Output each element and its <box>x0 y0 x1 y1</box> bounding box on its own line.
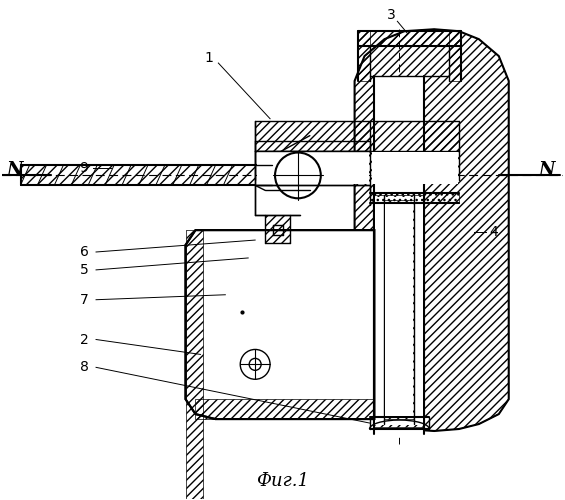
Bar <box>185 230 203 500</box>
Text: Фиг.1: Фиг.1 <box>257 472 310 490</box>
Text: 1: 1 <box>204 51 213 65</box>
Text: 6: 6 <box>80 245 89 259</box>
Bar <box>358 31 370 81</box>
Bar <box>255 120 459 150</box>
Bar <box>376 198 423 425</box>
Bar <box>384 200 414 419</box>
Bar <box>372 152 458 184</box>
Bar <box>21 166 255 186</box>
Text: 3: 3 <box>387 8 396 22</box>
Polygon shape <box>185 230 375 419</box>
Bar <box>375 76 424 434</box>
Bar <box>385 202 413 416</box>
Text: 5: 5 <box>80 263 89 277</box>
Bar <box>358 31 461 46</box>
Text: 7: 7 <box>80 292 89 306</box>
Bar <box>375 196 424 427</box>
Text: 4: 4 <box>489 225 498 239</box>
Text: 8: 8 <box>80 360 89 374</box>
Bar <box>195 399 375 419</box>
Text: 2: 2 <box>80 332 89 346</box>
Bar <box>265 215 290 243</box>
Text: N: N <box>538 162 555 180</box>
Text: N: N <box>7 162 23 180</box>
Bar <box>370 194 459 203</box>
Bar <box>449 31 461 81</box>
Bar <box>257 152 368 184</box>
Text: 9: 9 <box>79 162 88 175</box>
